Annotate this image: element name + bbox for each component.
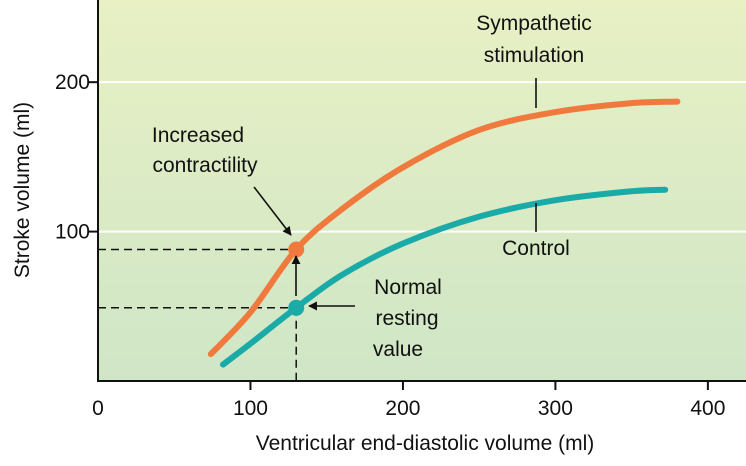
marker-point-1 [288, 299, 305, 316]
annotation-sympathetic: Sympathetic stimulation [476, 12, 592, 108]
annotation-normal-line-2: resting [375, 307, 438, 330]
annotation-normal-resting-value: Normal resting value [308, 276, 442, 361]
annotation-control: Control [502, 203, 570, 260]
x-tick-label-300: 300 [538, 397, 573, 420]
annotation-normal-line-3: value [373, 338, 423, 361]
x-tick-label-100: 100 [233, 397, 268, 420]
annotation-normal-line-1: Normal [374, 276, 442, 299]
x-axis-title: Ventricular end-diastolic volume (ml) [256, 432, 594, 455]
x-tick-label-200: 200 [385, 397, 420, 420]
annotation-control-label: Control [502, 237, 570, 260]
series-line-control [220, 186, 669, 368]
y-tick-label-100: 100 [55, 221, 90, 244]
x-tick-label-0: 0 [92, 397, 104, 420]
annotation-sympathetic-line-1: Sympathetic [476, 12, 592, 35]
reference-dashed-lines [98, 248, 297, 381]
x-tick-label-400: 400 [690, 397, 725, 420]
curves [207, 98, 681, 368]
gridlines [98, 81, 746, 233]
series-line-sympathetic [207, 98, 681, 358]
markers [288, 241, 305, 316]
marker-point-0 [288, 241, 305, 258]
ticks: 0 100 200 300 400 100 200 [55, 71, 725, 420]
annotation-increased-line-1: Increased [152, 124, 244, 147]
y-tick-label-200: 200 [55, 71, 90, 94]
annotation-increased-arrow [253, 186, 292, 236]
annotation-increased-line-2: contractility [152, 154, 258, 177]
y-axis-title: Stroke volume (ml) [11, 102, 34, 278]
annotation-sympathetic-line-2: stimulation [484, 44, 584, 67]
annotation-increased-contractility: Increased contractility [152, 124, 292, 236]
